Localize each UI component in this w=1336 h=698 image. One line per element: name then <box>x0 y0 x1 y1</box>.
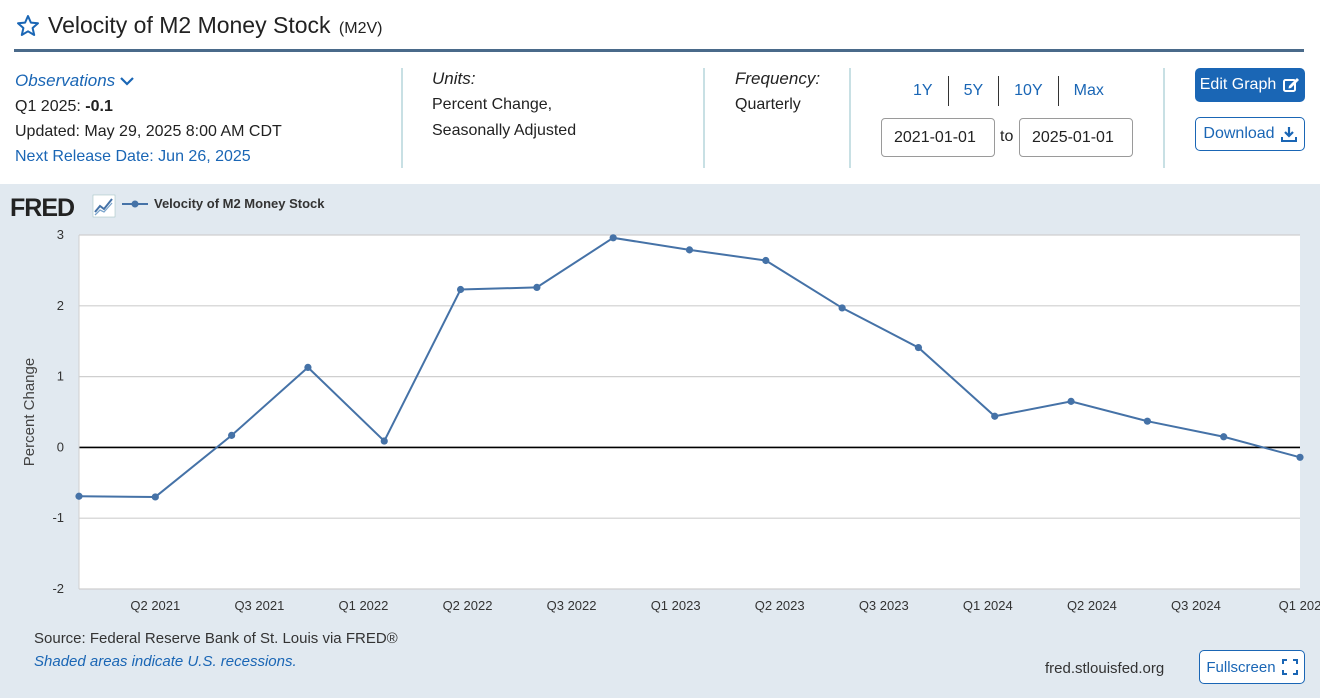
x-tick-label: Q1 202 <box>1279 598 1320 613</box>
legend-label: Velocity of M2 Money Stock <box>154 196 325 211</box>
data-point <box>533 283 541 291</box>
fred-trend-icon <box>92 194 116 218</box>
x-tick-label: Q2 2023 <box>755 598 805 613</box>
x-tick-label: Q1 2022 <box>339 598 389 613</box>
data-point <box>1220 433 1228 441</box>
fullscreen-label: Fullscreen <box>1206 658 1276 676</box>
page-title: Velocity of M2 Money Stock (M2V) <box>48 12 382 39</box>
download-label: Download <box>1203 125 1275 142</box>
source-text: Source: Federal Reserve Bank of St. Loui… <box>34 630 398 647</box>
end-date-input[interactable]: 2025-01-01 <box>1019 118 1133 157</box>
divider <box>849 68 851 168</box>
x-tick-label: Q2 2022 <box>443 598 493 613</box>
fullscreen-button[interactable]: Fullscreen <box>1199 650 1305 684</box>
data-point <box>1067 397 1075 405</box>
start-date-input[interactable]: 2021-01-01 <box>881 118 995 157</box>
range-10y-button[interactable]: 10Y <box>999 76 1059 106</box>
data-point <box>228 431 236 439</box>
x-tick-label: Q2 2024 <box>1067 598 1117 613</box>
series-title-bar: Velocity of M2 Money Stock (M2V) <box>14 10 1304 52</box>
x-tick-label: Q3 2021 <box>234 598 284 613</box>
fullscreen-icon <box>1281 659 1298 675</box>
latest-period: Q1 2025: <box>15 98 81 115</box>
latest-observation: Q1 2025: -0.1 <box>15 94 395 119</box>
divider <box>703 68 705 168</box>
observations-toggle[interactable]: Observations <box>15 68 135 93</box>
y-tick-label: -1 <box>52 510 64 525</box>
data-point <box>609 234 617 242</box>
x-tick-label: Q3 2023 <box>859 598 909 613</box>
range-5y-button[interactable]: 5Y <box>949 76 1000 106</box>
series-title-text: Velocity of M2 Money Stock <box>48 12 331 38</box>
data-point <box>380 437 388 445</box>
units-block: Units: Percent Change, Seasonally Adjust… <box>432 66 576 144</box>
data-point <box>685 246 694 254</box>
data-point <box>1143 417 1151 425</box>
legend-swatch <box>122 200 148 207</box>
range-1y-button[interactable]: 1Y <box>898 76 949 106</box>
y-axis-label: Percent Change <box>21 358 38 466</box>
edit-icon <box>1283 78 1300 92</box>
download-icon <box>1280 127 1297 142</box>
x-tick-label: Q1 2023 <box>651 598 701 613</box>
to-label: to <box>1000 128 1014 145</box>
chart-panel: -2 -1 0 1 2 3 Percent Change Q2 2021 Q3 2021 Q1 2… <box>0 184 1320 698</box>
series-id: (M2V) <box>338 20 383 37</box>
data-point <box>456 285 465 294</box>
observations-block: Observations Q1 2025: -0.1 Updated: May … <box>15 68 395 169</box>
divider <box>1163 68 1165 168</box>
updated-text: Updated: May 29, 2025 8:00 AM CDT <box>15 123 282 140</box>
next-release-link[interactable]: Next Release Date: Jun 26, 2025 <box>15 148 251 165</box>
y-tick-label: 0 <box>57 439 64 454</box>
range-buttons: 1Y 5Y 10Y Max <box>898 76 1119 106</box>
frequency-block: Frequency: Quarterly <box>735 66 820 118</box>
data-point <box>1296 453 1304 461</box>
x-tick-label: Q1 2024 <box>963 598 1013 613</box>
y-tick-label: 3 <box>57 227 64 242</box>
y-tick-label: 2 <box>57 298 64 313</box>
x-tick-label: Q3 2024 <box>1171 598 1221 613</box>
data-point <box>304 363 312 371</box>
recession-note: Shaded areas indicate U.S. recessions. <box>34 653 297 670</box>
units-line-1: Percent Change, <box>432 96 553 113</box>
divider <box>401 68 403 168</box>
y-tick-label: -2 <box>52 581 64 596</box>
latest-value: -0.1 <box>85 98 113 115</box>
observations-label: Observations <box>15 71 116 90</box>
data-point <box>75 492 83 500</box>
data-point <box>151 493 159 501</box>
units-label: Units: <box>432 69 476 88</box>
star-icon[interactable] <box>16 14 40 38</box>
range-max-button[interactable]: Max <box>1073 82 1104 99</box>
y-tick-label: 1 <box>57 369 64 384</box>
download-button[interactable]: Download <box>1195 117 1305 151</box>
frequency-label: Frequency: <box>735 69 821 88</box>
chevron-down-icon <box>120 76 134 86</box>
frequency-value: Quarterly <box>735 96 801 113</box>
line-chart: -2 -1 0 1 2 3 Percent Change Q2 2021 Q3 2021 Q1 2… <box>21 227 1320 613</box>
chart-legend: Velocity of M2 Money Stock <box>122 196 325 211</box>
edit-graph-label: Edit Graph <box>1199 76 1277 93</box>
data-point <box>838 304 846 312</box>
data-point <box>762 256 770 265</box>
site-link[interactable]: fred.stlouisfed.org <box>1045 660 1165 677</box>
units-line-2: Seasonally Adjusted <box>432 122 577 139</box>
x-tick-label: Q2 2021 <box>130 598 180 613</box>
plot-area <box>79 235 1300 589</box>
data-point <box>914 343 923 352</box>
x-tick-label: Q3 2022 <box>547 598 597 613</box>
edit-graph-button[interactable]: Edit Graph <box>1195 68 1305 102</box>
data-point <box>991 412 999 420</box>
fred-logo: FRED <box>10 194 75 222</box>
series-meta: Observations Q1 2025: -0.1 Updated: May … <box>0 62 1336 180</box>
